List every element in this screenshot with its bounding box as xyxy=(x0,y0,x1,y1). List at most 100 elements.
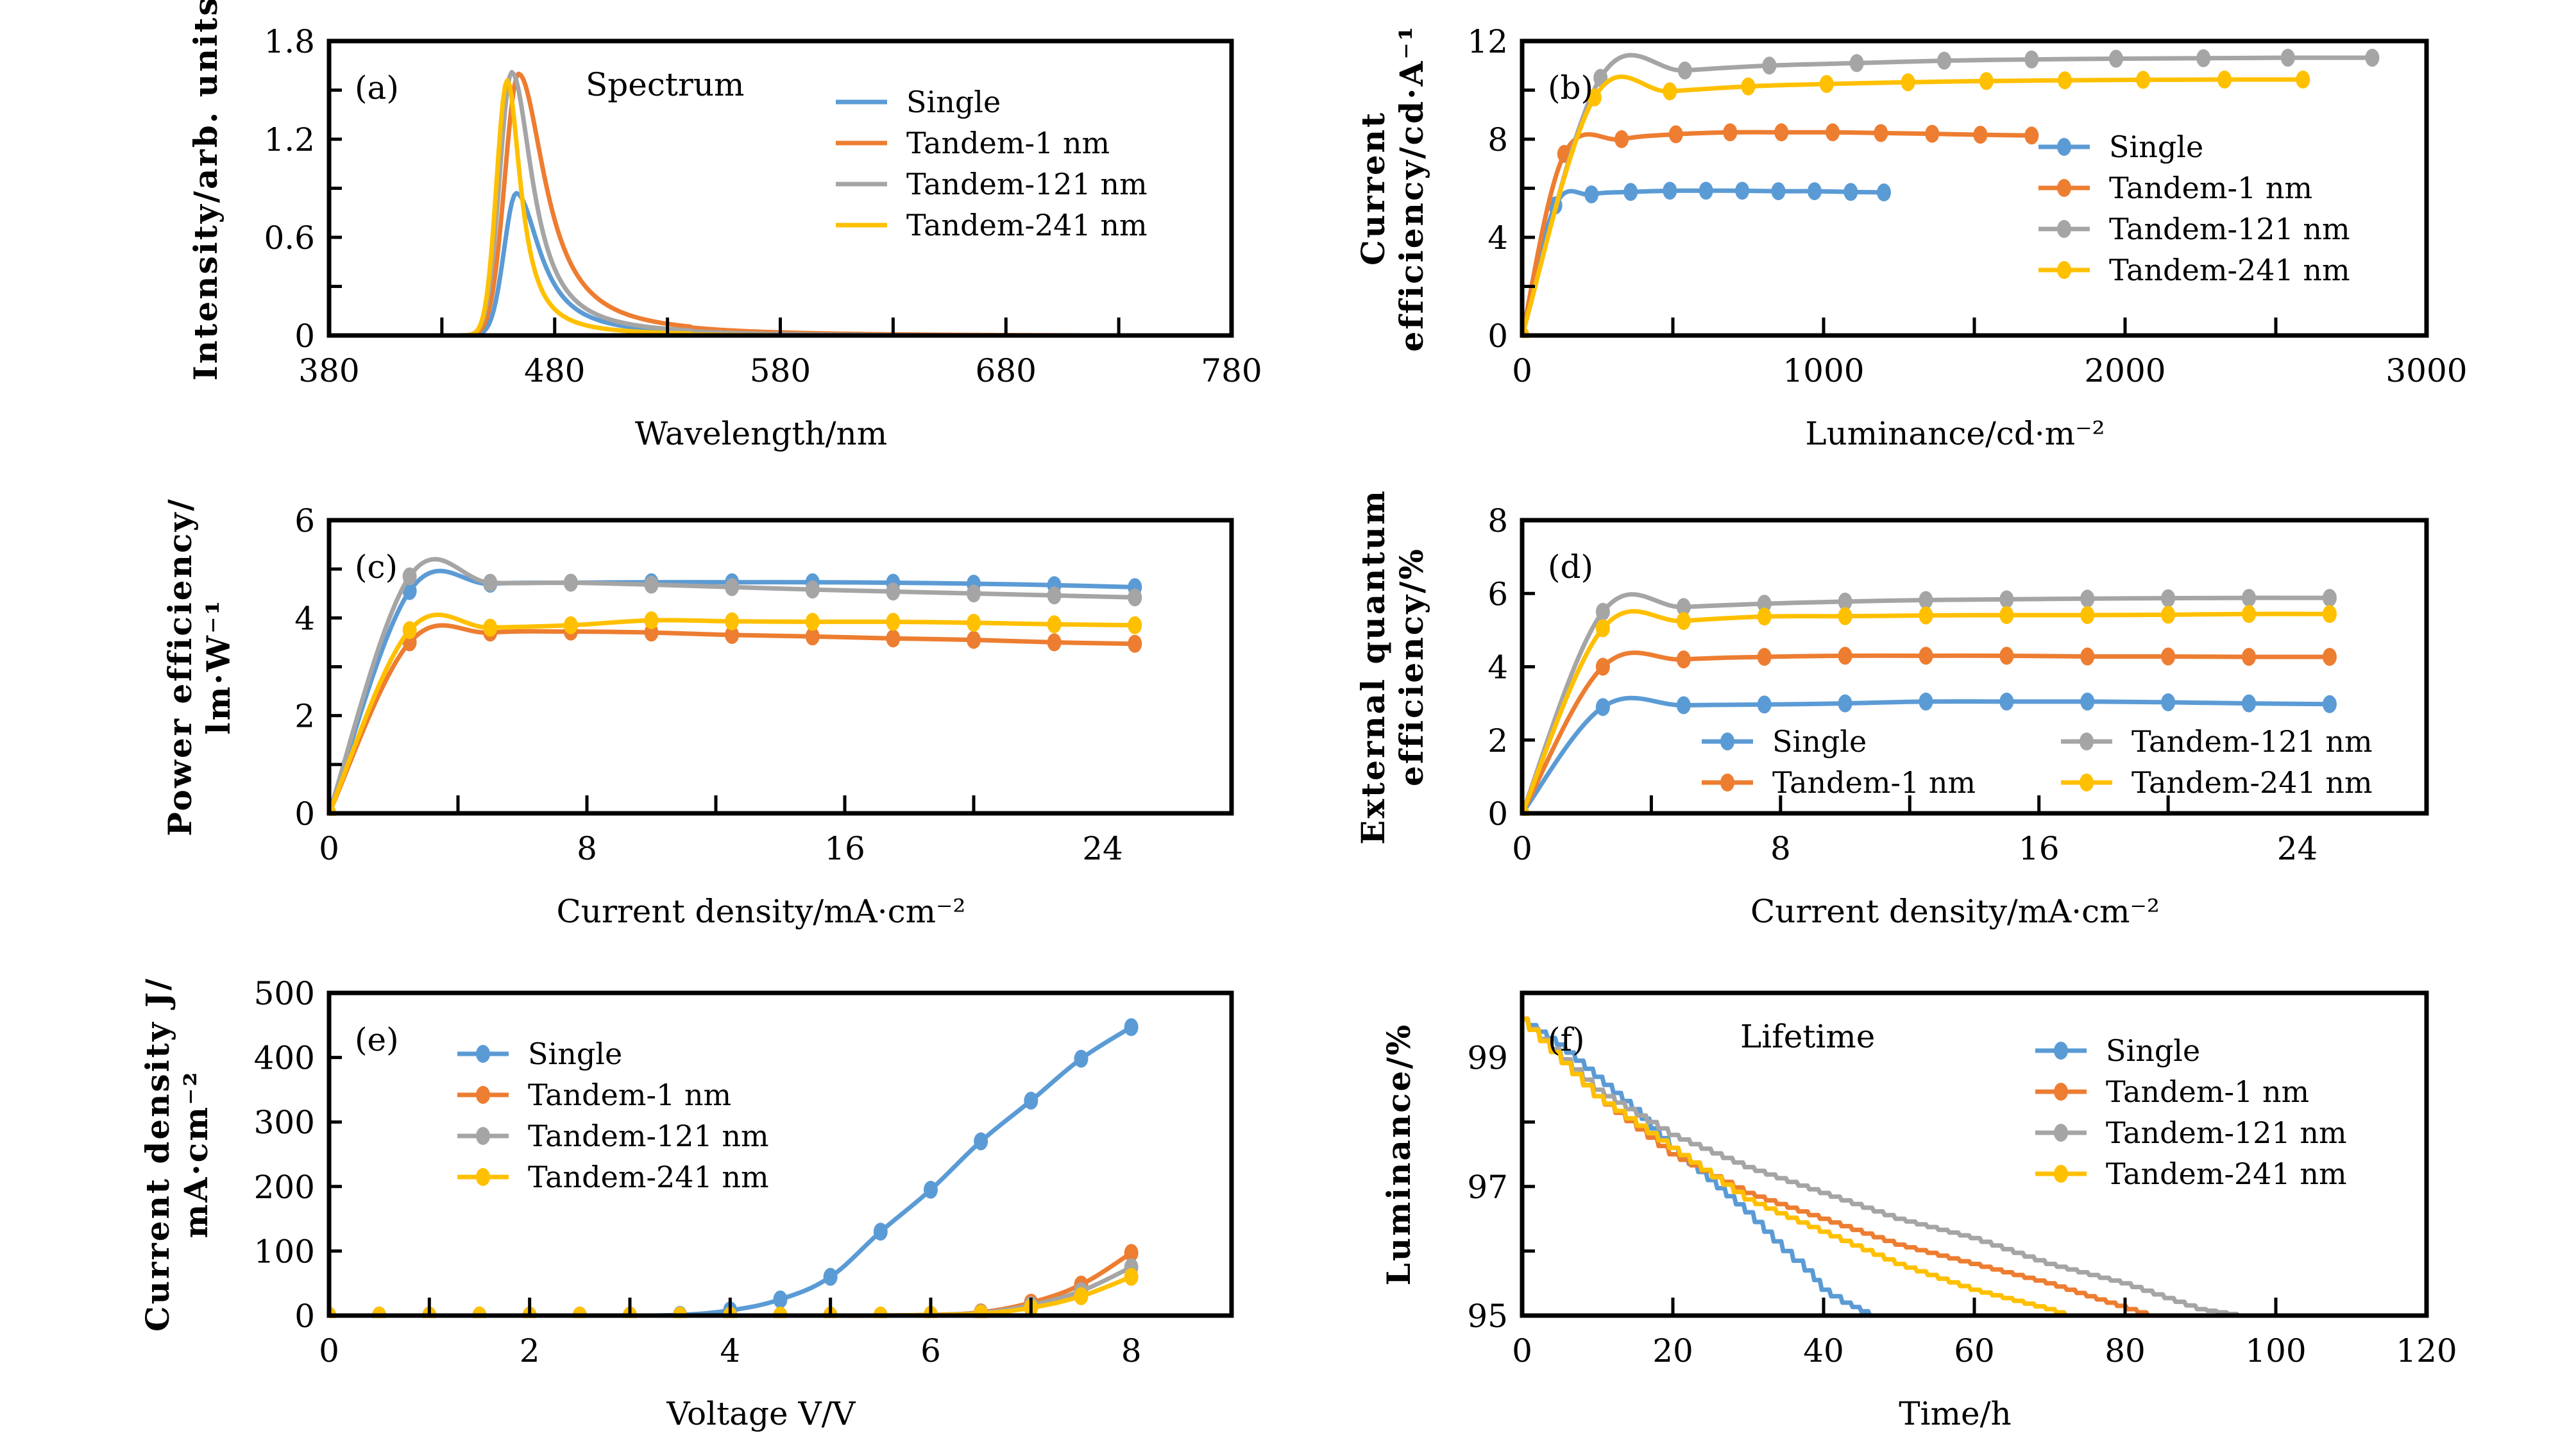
series-line-tandem-1-nm xyxy=(329,71,1232,338)
series-group-c xyxy=(329,557,1142,816)
legend-item-tandem-1-nm: Tandem-1 nm xyxy=(2035,1074,2309,1109)
x-tick-label: 0 xyxy=(1512,1332,1532,1369)
data-point-tandem-1-nm xyxy=(2322,648,2337,666)
x-tick-label: 2 xyxy=(520,1332,540,1369)
legend-label: Tandem-1 nm xyxy=(2109,171,2312,205)
data-point-tandem-121-nm xyxy=(402,567,417,586)
data-point-tandem-241-nm xyxy=(725,612,740,631)
x-tick-label: 16 xyxy=(2019,830,2060,867)
legend-label: Tandem-121 nm xyxy=(2109,212,2350,246)
data-point-single xyxy=(402,582,417,600)
data-point-tandem-241-nm xyxy=(563,616,578,634)
data-point-tandem-121-nm xyxy=(2161,589,2176,607)
x-tick-label: 2000 xyxy=(2084,352,2165,389)
data-point-tandem-121-nm xyxy=(483,573,498,592)
legend-item-tandem-241-nm: Tandem-241 nm xyxy=(2061,765,2373,800)
data-point-single xyxy=(974,1132,988,1151)
legend-label: Tandem-121 nm xyxy=(2106,1115,2347,1150)
data-point-tandem-1-nm xyxy=(725,625,740,644)
x-tick-label: 580 xyxy=(750,352,811,389)
data-point-tandem-241-nm xyxy=(483,618,498,637)
panel-tag: (f) xyxy=(1548,1021,1585,1058)
y-tick-label: 8 xyxy=(1487,121,1508,158)
data-point-single xyxy=(1877,183,1891,202)
data-point-tandem-121-nm xyxy=(725,578,740,597)
data-point-tandem-241-nm xyxy=(2217,71,2232,89)
data-point-single xyxy=(1843,183,1858,201)
data-point-single xyxy=(1919,692,1933,711)
data-point-tandem-121-nm xyxy=(967,584,981,603)
data-point-tandem-241-nm xyxy=(1901,73,1915,92)
data-point-tandem-121-nm xyxy=(2365,49,2380,67)
y-tick-label: 400 xyxy=(254,1040,315,1077)
plot-frame xyxy=(326,990,1234,1318)
x-tick-label: 480 xyxy=(524,352,585,389)
x-tick-label: 0 xyxy=(319,830,339,867)
data-point-tandem-1-nm xyxy=(967,631,981,649)
legend-item-single: Single xyxy=(457,1037,622,1071)
data-point-single xyxy=(1838,694,1852,713)
y-tick-label: 97 xyxy=(1467,1169,1508,1206)
legend-marker xyxy=(476,1168,490,1186)
data-point-tandem-121-nm xyxy=(1047,586,1062,605)
series-line-tandem-1-nm xyxy=(329,623,1137,816)
y-tick-label: 6 xyxy=(294,502,315,539)
y-axis-label-line-2: mA·cm⁻² xyxy=(177,1071,215,1239)
data-point-tandem-241-nm xyxy=(2242,605,2257,623)
y-tick-label: 200 xyxy=(254,1169,315,1206)
data-point-tandem-241-nm xyxy=(2058,71,2072,90)
legend-item-tandem-1-nm: Tandem-1 nm xyxy=(836,126,1110,160)
legend-item-tandem-1-nm: Tandem-1 nm xyxy=(1702,765,1976,800)
series-line-single xyxy=(1522,1016,1875,1318)
series-line-tandem-1-nm xyxy=(1522,650,2332,816)
legend-label: Tandem-1 nm xyxy=(906,126,1110,160)
legend-marker xyxy=(476,1045,490,1063)
legend-label: Tandem-1 nm xyxy=(2106,1074,2309,1109)
y-axis-label-line-2: lm·W⁻¹ xyxy=(199,599,237,735)
legend-label: Tandem-121 nm xyxy=(2131,724,2373,759)
panel-tag: (c) xyxy=(355,548,398,586)
legend: Single Tandem-1 nm Tandem-121 nm Tandem-241… xyxy=(1702,724,2373,800)
legend-marker xyxy=(2080,774,2094,792)
x-tick-label: 4 xyxy=(720,1332,740,1369)
x-tick-label: 24 xyxy=(1082,830,1123,867)
legend-marker xyxy=(2054,1042,2068,1060)
series-line-tandem-241-nm xyxy=(1522,1016,2071,1318)
data-point-tandem-1-nm xyxy=(2242,648,2257,666)
y-axis-label-line-1: External quantum xyxy=(1354,489,1392,845)
legend-marker xyxy=(2054,1165,2068,1183)
data-point-tandem-1-nm xyxy=(886,629,901,648)
panel-a: 380 480 580 680 780 0 0.6 1.2 1.8 Wavelength/nm In… xyxy=(187,0,1262,452)
y-tick-label: 95 xyxy=(1467,1298,1508,1335)
data-point-single xyxy=(1623,183,1638,201)
data-point-tandem-1-nm xyxy=(1676,650,1691,669)
y-tick-label: 4 xyxy=(1487,219,1508,257)
x-tick-label: 16 xyxy=(824,830,865,867)
data-point-tandem-241-nm xyxy=(805,613,820,631)
legend-label: Tandem-241 nm xyxy=(2109,253,2350,287)
series-group-b xyxy=(1522,49,2380,338)
data-point-tandem-121-nm xyxy=(1919,591,1933,609)
y-tick-label: 0 xyxy=(1487,795,1508,833)
x-axis-label: Current density/mA·cm⁻² xyxy=(557,893,966,930)
data-point-tandem-241-nm xyxy=(1047,615,1062,634)
data-point-tandem-1-nm xyxy=(1595,657,1610,676)
data-point-tandem-121-nm xyxy=(563,573,578,592)
data-point-tandem-121-nm xyxy=(1677,61,1692,80)
x-tick-label: 120 xyxy=(2396,1332,2457,1369)
series-line-tandem-121-nm xyxy=(1522,53,2375,338)
data-point-tandem-121-nm xyxy=(2196,49,2211,67)
legend-item-tandem-241-nm: Tandem-241 nm xyxy=(2038,253,2350,287)
data-point-tandem-1-nm xyxy=(1826,123,1840,142)
legend-item-tandem-121-nm: Tandem-121 nm xyxy=(2035,1115,2347,1150)
series-line-tandem-241-nm xyxy=(1522,609,2332,816)
data-point-tandem-1-nm xyxy=(1838,647,1852,665)
data-point-tandem-1-nm xyxy=(1614,130,1629,148)
y-axis-label-line-1: Current xyxy=(1354,111,1392,266)
y-tick-label: 0 xyxy=(294,795,315,833)
series-line-tandem-121-nm xyxy=(1522,592,2332,816)
data-point-tandem-241-nm xyxy=(1999,606,2014,624)
series-line-tandem-241-nm xyxy=(1522,74,2305,338)
y-tick-label: 8 xyxy=(1487,502,1508,539)
